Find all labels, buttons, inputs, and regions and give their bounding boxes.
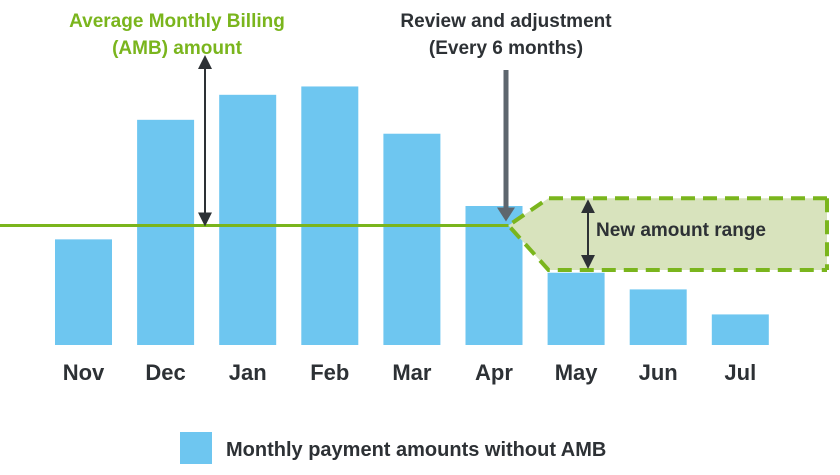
review-title-line1: Review and adjustment	[400, 11, 612, 32]
bar-may	[547, 272, 605, 345]
month-label-may: May	[555, 360, 599, 385]
bars-group	[55, 86, 769, 346]
legend-swatch	[180, 432, 212, 464]
month-label-jun: Jun	[639, 360, 678, 385]
bar-dec	[137, 119, 195, 345]
bar-mar	[383, 133, 441, 345]
review-arrow	[497, 70, 515, 222]
month-label-feb: Feb	[310, 360, 349, 385]
review-arrow-head	[497, 207, 515, 222]
month-label-apr: Apr	[475, 360, 513, 385]
range-label: New amount range	[596, 220, 766, 241]
month-label-nov: Nov	[63, 360, 105, 385]
review-title-line2: (Every 6 months)	[429, 38, 583, 59]
x-axis-labels: Nov Dec Jan Feb Mar Apr May Jun Jul	[63, 360, 756, 385]
bar-jan	[219, 94, 277, 345]
bar-jul	[711, 314, 769, 345]
month-label-mar: Mar	[392, 360, 432, 385]
amb-title-line1: Average Monthly Billing	[69, 11, 285, 32]
month-label-jul: Jul	[724, 360, 756, 385]
bar-jun	[629, 289, 687, 345]
month-label-jan: Jan	[229, 360, 267, 385]
bar-feb	[301, 86, 359, 346]
month-label-dec: Dec	[145, 360, 185, 385]
legend-label: Monthly payment amounts without AMB	[226, 439, 606, 461]
bar-nov	[55, 239, 112, 345]
amb-title-line2: (AMB) amount	[112, 38, 242, 59]
